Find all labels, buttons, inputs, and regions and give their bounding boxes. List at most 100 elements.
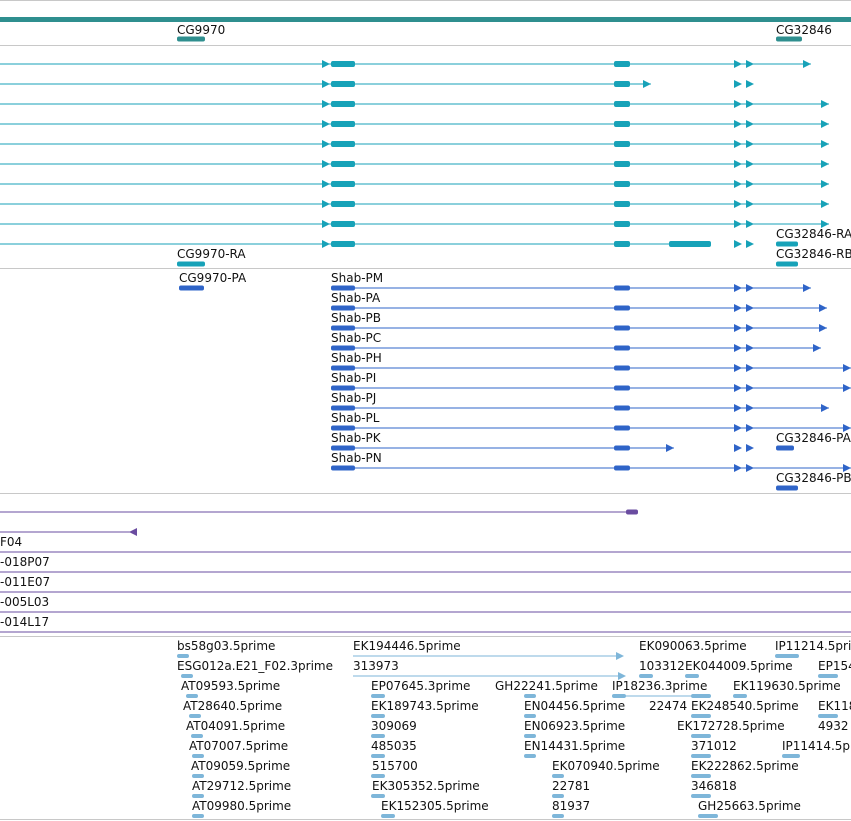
gene-label-cg32846[interactable]: CG32846 xyxy=(776,23,832,37)
est-label[interactable]: 22781 xyxy=(552,779,591,793)
protein-block[interactable] xyxy=(331,425,355,431)
protein-arrow[interactable] xyxy=(746,384,754,392)
est-glyph[interactable] xyxy=(371,694,385,698)
protein-label-shab-ph[interactable]: Shab-PH xyxy=(331,351,382,365)
est-label[interactable]: EK044009.5prime xyxy=(685,659,793,673)
est-label[interactable]: 313973 xyxy=(353,659,399,673)
protein-arrow[interactable] xyxy=(813,344,821,352)
est-glyph[interactable] xyxy=(371,754,385,758)
protein-arrow[interactable] xyxy=(746,404,754,412)
protein-arrow[interactable] xyxy=(734,304,742,312)
protein-block[interactable] xyxy=(614,405,630,411)
est-label[interactable]: EK118 xyxy=(818,699,851,713)
est-glyph[interactable] xyxy=(685,674,699,678)
exon-arrow[interactable] xyxy=(746,240,754,248)
exon-arrow[interactable] xyxy=(322,140,330,148)
protein-block[interactable] xyxy=(614,385,630,391)
est-label[interactable]: EP07645.3prime xyxy=(371,679,471,693)
exon-block[interactable] xyxy=(331,201,355,207)
est-glyph[interactable] xyxy=(818,674,838,678)
exon-block[interactable] xyxy=(331,141,355,147)
exon-arrow[interactable] xyxy=(322,180,330,188)
exon-block[interactable] xyxy=(331,241,355,247)
protein-label-shab-pb[interactable]: Shab-PB xyxy=(331,311,381,325)
est-glyph[interactable] xyxy=(691,794,711,798)
protein-block[interactable] xyxy=(331,325,355,331)
est-glyph[interactable] xyxy=(552,794,564,798)
est-glyph[interactable] xyxy=(691,714,711,718)
exon-block[interactable] xyxy=(614,161,630,167)
exon-block[interactable] xyxy=(331,61,355,67)
exon-arrow[interactable] xyxy=(322,160,330,168)
exon-arrow[interactable] xyxy=(734,160,742,168)
exon-arrow[interactable] xyxy=(746,220,754,228)
protein-arrow[interactable] xyxy=(734,464,742,472)
exon-block[interactable] xyxy=(614,101,630,107)
protein-arrow[interactable] xyxy=(734,404,742,412)
est-glyph[interactable] xyxy=(639,674,653,678)
est-label[interactable]: ESG012a.E21_F02.3prime xyxy=(177,659,333,673)
protein-arrow[interactable] xyxy=(843,364,851,372)
exon-block[interactable] xyxy=(614,141,630,147)
clone-end[interactable] xyxy=(626,509,638,515)
est-label[interactable]: 22474 xyxy=(649,699,688,713)
exon-arrow[interactable] xyxy=(322,120,330,128)
est-label[interactable]: bs58g03.5prime xyxy=(177,639,276,653)
protein-arrow[interactable] xyxy=(734,424,742,432)
est-glyph[interactable] xyxy=(181,674,193,678)
est-glyph[interactable] xyxy=(189,714,201,718)
protein-label-cg9970-pa[interactable]: CG9970-PA xyxy=(179,271,247,285)
est-label[interactable]: EN06923.5prime xyxy=(524,719,626,733)
protein-label-shab-pm[interactable]: Shab-PM xyxy=(331,271,384,285)
gene-glyph-cg9970[interactable] xyxy=(177,36,205,42)
est-label[interactable]: AT09980.5prime xyxy=(192,799,292,813)
protein-block[interactable] xyxy=(614,465,630,471)
protein-arrow[interactable] xyxy=(734,384,742,392)
exon-arrow[interactable] xyxy=(746,200,754,208)
exon-arrow[interactable] xyxy=(821,120,829,128)
exon-arrow[interactable] xyxy=(746,100,754,108)
protein-arrow[interactable] xyxy=(666,444,674,452)
protein-block[interactable] xyxy=(331,365,355,371)
protein-label-shab-pa[interactable]: Shab-PA xyxy=(331,291,381,305)
est-label[interactable]: IP11414.5prime xyxy=(782,739,851,753)
exon-arrow[interactable] xyxy=(322,100,330,108)
protein-block[interactable] xyxy=(331,345,355,351)
clone-label[interactable]: -011E07 xyxy=(0,575,51,589)
exon-block[interactable] xyxy=(614,81,630,87)
exon-arrow[interactable] xyxy=(821,160,829,168)
est-label[interactable]: EK152305.5prime xyxy=(381,799,489,813)
protein-arrow[interactable] xyxy=(819,304,827,312)
protein-label-shab-pc[interactable]: Shab-PC xyxy=(331,331,382,345)
protein-arrow[interactable] xyxy=(746,424,754,432)
protein-block[interactable] xyxy=(614,305,630,311)
exon-block[interactable] xyxy=(614,181,630,187)
clone-end[interactable] xyxy=(129,528,137,536)
exon-block[interactable] xyxy=(669,241,711,247)
est-glyph[interactable] xyxy=(192,774,204,778)
protein-arrow[interactable] xyxy=(734,344,742,352)
exon-arrow[interactable] xyxy=(746,60,754,68)
protein-arrow[interactable] xyxy=(734,364,742,372)
protein-block[interactable] xyxy=(331,285,355,291)
protein-arrow[interactable] xyxy=(843,464,851,472)
protein-label-shab-pn[interactable]: Shab-PN xyxy=(331,451,382,465)
transcript-label-cg32846-ra[interactable]: CG32846-RA xyxy=(776,227,851,241)
exon-arrow[interactable] xyxy=(734,60,742,68)
est-glyph[interactable] xyxy=(371,794,385,798)
exon-arrow[interactable] xyxy=(821,220,829,228)
exon-arrow[interactable] xyxy=(734,180,742,188)
protein-label-shab-pi[interactable]: Shab-PI xyxy=(331,371,377,385)
est-glyph[interactable] xyxy=(192,814,204,818)
protein-label-shab-pj[interactable]: Shab-PJ xyxy=(331,391,377,405)
protein-arrow[interactable] xyxy=(803,284,811,292)
protein-block[interactable] xyxy=(331,385,355,391)
protein-arrow[interactable] xyxy=(746,324,754,332)
protein-arrow[interactable] xyxy=(843,384,851,392)
est-glyph[interactable] xyxy=(186,694,198,698)
clone-label[interactable]: -018P07 xyxy=(0,555,50,569)
exon-arrow[interactable] xyxy=(803,60,811,68)
protein-label-shab-pl[interactable]: Shab-PL xyxy=(331,411,380,425)
est-label[interactable]: AT07007.5prime xyxy=(189,739,289,753)
est-glyph[interactable] xyxy=(698,814,718,818)
